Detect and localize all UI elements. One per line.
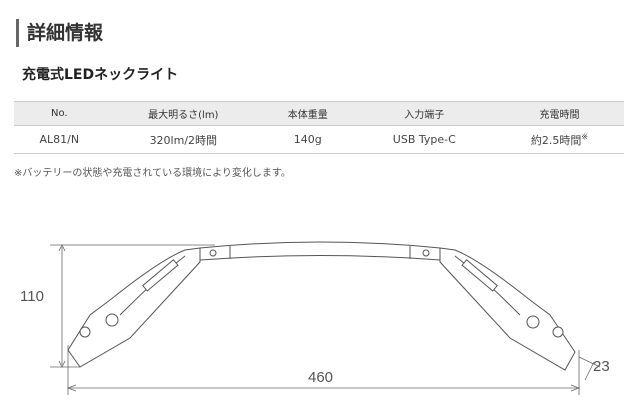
header-charge-time: 充電時間 bbox=[495, 101, 624, 126]
cell-weight: 140g bbox=[262, 125, 354, 154]
height-dimension-label: 110 bbox=[20, 288, 44, 305]
header-no: No. bbox=[14, 101, 105, 126]
cell-brightness: 320lm/2時間 bbox=[104, 125, 263, 154]
dimension-lines bbox=[50, 244, 601, 395]
table-header-row: No. 最大明るさ(lm) 本体重量 入力端子 充電時間 bbox=[14, 101, 624, 126]
table-row: AL81/N 320lm/2時間 140g USB Type-C 約2.5時間※ bbox=[14, 125, 624, 154]
product-name: 充電式LEDネックライト bbox=[22, 67, 179, 83]
header-weight: 本体重量 bbox=[262, 101, 354, 126]
section-title: 詳細情報 bbox=[16, 19, 103, 47]
spec-table: No. 最大明るさ(lm) 本体重量 入力端子 充電時間 AL81/N 320l… bbox=[14, 101, 624, 154]
neck-light-body bbox=[67, 241, 576, 371]
header-input: 入力端子 bbox=[353, 101, 496, 126]
cell-charge-time: 約2.5時間※ bbox=[495, 125, 624, 154]
charge-time-value: 約2.5時間 bbox=[530, 133, 582, 147]
footnote-mark: ※ bbox=[581, 131, 589, 141]
cell-input: USB Type-C bbox=[353, 125, 496, 154]
footnote-note: ※バッテリーの状態や充電されている環境により変化します。 bbox=[14, 168, 291, 179]
thickness-dimension-label: 23 bbox=[593, 358, 610, 375]
header-brightness: 最大明るさ(lm) bbox=[104, 101, 263, 126]
width-dimension-label: 460 bbox=[308, 369, 333, 386]
cell-no: AL81/N bbox=[14, 125, 105, 154]
